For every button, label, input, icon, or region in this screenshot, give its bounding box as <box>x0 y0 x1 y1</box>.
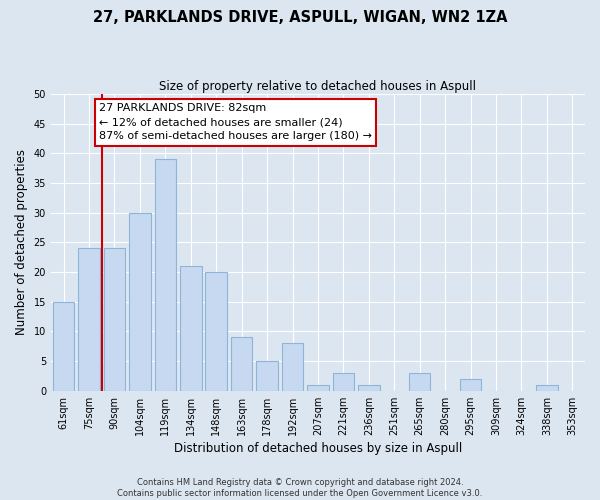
Bar <box>78 248 100 391</box>
Bar <box>180 266 202 391</box>
Bar <box>332 373 354 391</box>
Bar <box>104 248 125 391</box>
Bar <box>155 160 176 391</box>
Bar <box>53 302 74 391</box>
Title: Size of property relative to detached houses in Aspull: Size of property relative to detached ho… <box>160 80 476 93</box>
Bar <box>307 385 329 391</box>
Bar <box>231 338 253 391</box>
Bar <box>358 385 380 391</box>
Bar <box>460 379 481 391</box>
Y-axis label: Number of detached properties: Number of detached properties <box>15 150 28 336</box>
Text: 27 PARKLANDS DRIVE: 82sqm
← 12% of detached houses are smaller (24)
87% of semi-: 27 PARKLANDS DRIVE: 82sqm ← 12% of detac… <box>99 103 372 141</box>
Bar <box>282 344 304 391</box>
Bar <box>129 213 151 391</box>
Bar <box>205 272 227 391</box>
Bar <box>536 385 557 391</box>
Text: Contains HM Land Registry data © Crown copyright and database right 2024.
Contai: Contains HM Land Registry data © Crown c… <box>118 478 482 498</box>
X-axis label: Distribution of detached houses by size in Aspull: Distribution of detached houses by size … <box>174 442 462 455</box>
Bar <box>409 373 430 391</box>
Text: 27, PARKLANDS DRIVE, ASPULL, WIGAN, WN2 1ZA: 27, PARKLANDS DRIVE, ASPULL, WIGAN, WN2 … <box>93 10 507 25</box>
Bar <box>256 361 278 391</box>
